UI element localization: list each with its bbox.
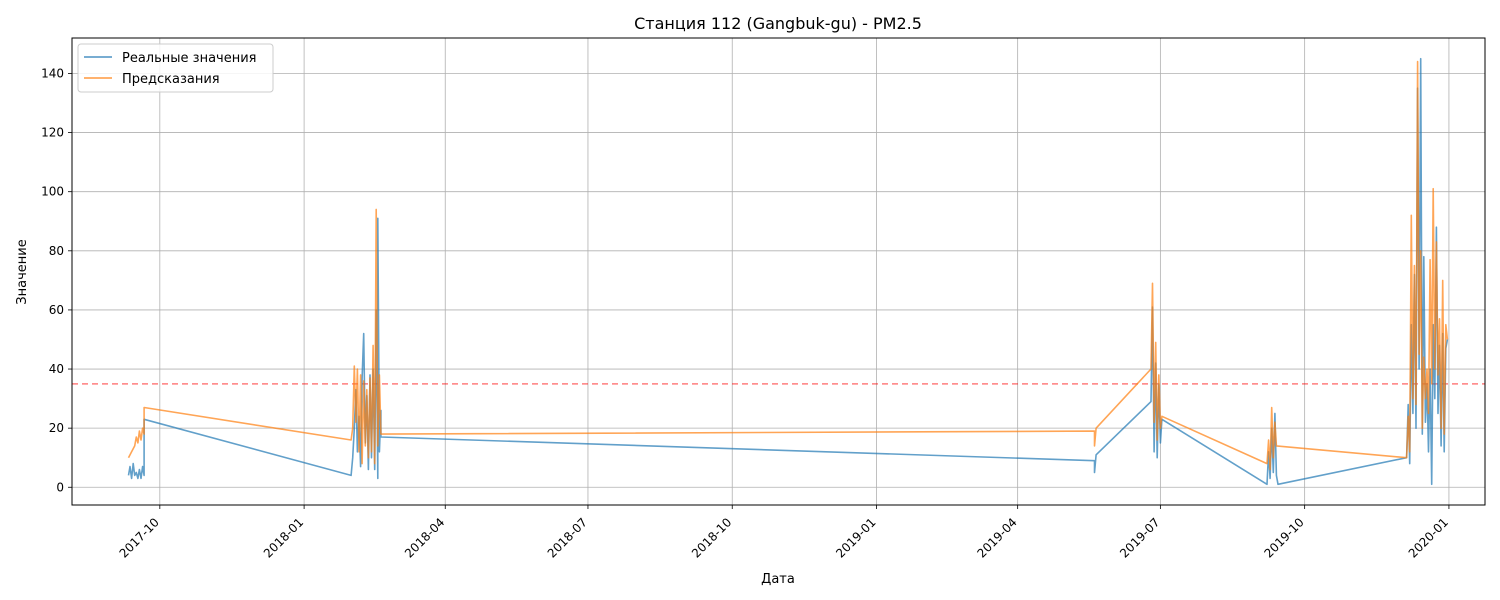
x-tick-label: 2020-01 bbox=[1406, 515, 1451, 560]
x-tick-label: 2019-04 bbox=[974, 515, 1019, 560]
x-axis-label: Дата bbox=[761, 572, 795, 587]
plot-area-frame bbox=[71, 37, 1486, 506]
x-tick-label: 2017-10 bbox=[117, 515, 162, 560]
y-tick-label: 0 bbox=[56, 480, 64, 494]
y-tick-label: 40 bbox=[49, 362, 64, 376]
x-tick-label: 2018-04 bbox=[402, 515, 447, 560]
series-line-actual bbox=[127, 57, 1449, 486]
series-layer bbox=[127, 57, 1449, 486]
x-tick-label: 2019-10 bbox=[1261, 515, 1306, 560]
legend: Реальные значения Предсказания bbox=[77, 43, 274, 93]
x-tick-label: 2018-10 bbox=[689, 515, 734, 560]
grid-lines bbox=[72, 38, 1485, 505]
y-tick-label: 80 bbox=[49, 244, 64, 258]
legend-label: Реальные значения bbox=[122, 51, 257, 66]
y-tick-label: 100 bbox=[41, 185, 64, 199]
x-tick-label: 2019-07 bbox=[1117, 515, 1162, 560]
x-tick-label: 2019-01 bbox=[833, 515, 878, 560]
y-tick-label: 120 bbox=[41, 126, 64, 140]
legend-label: Предсказания bbox=[122, 72, 220, 87]
y-tick-label: 140 bbox=[41, 66, 64, 80]
x-tick-label: 2018-01 bbox=[261, 515, 306, 560]
x-axis-ticks: 2017-10 2018-01 2018-04 2018-07 2018-10 2019-… bbox=[117, 505, 1451, 561]
y-axis-ticks: 0 20 40 60 80 100 120 140 bbox=[41, 66, 72, 494]
y-axis-label: Значение bbox=[15, 239, 30, 304]
x-tick-label: 2018-07 bbox=[545, 515, 590, 560]
chart-title: Станция 112 (Gangbuk-gu) - PM2.5 bbox=[634, 14, 922, 33]
y-tick-label: 60 bbox=[49, 303, 64, 317]
legend-box bbox=[77, 43, 274, 93]
y-tick-label: 20 bbox=[49, 421, 64, 435]
series-line-predicted bbox=[127, 60, 1449, 471]
